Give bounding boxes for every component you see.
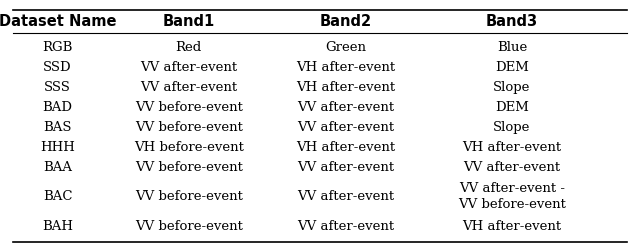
Text: VV before-event: VV before-event bbox=[135, 161, 243, 173]
Text: HHH: HHH bbox=[40, 141, 75, 154]
Text: VV before-event: VV before-event bbox=[135, 101, 243, 114]
Text: SSS: SSS bbox=[44, 81, 71, 94]
Text: Slope: Slope bbox=[493, 121, 531, 134]
Text: VV after-event -
VV before-event: VV after-event - VV before-event bbox=[458, 183, 566, 211]
Text: SSD: SSD bbox=[44, 61, 72, 74]
Text: VH after-event: VH after-event bbox=[463, 220, 561, 233]
Text: Red: Red bbox=[175, 41, 202, 54]
Text: VV before-event: VV before-event bbox=[135, 190, 243, 203]
Text: VV after-event: VV after-event bbox=[140, 81, 237, 94]
Text: BAH: BAH bbox=[42, 220, 73, 233]
Text: VH after-event: VH after-event bbox=[463, 141, 561, 154]
Text: VV after-event: VV after-event bbox=[297, 220, 394, 233]
Text: Green: Green bbox=[325, 41, 366, 54]
Text: BAS: BAS bbox=[44, 121, 72, 134]
Text: VV before-event: VV before-event bbox=[135, 220, 243, 233]
Text: VV after-event: VV after-event bbox=[463, 161, 561, 173]
Text: VV after-event: VV after-event bbox=[297, 121, 394, 134]
Text: DEM: DEM bbox=[495, 61, 529, 74]
Text: VH after-event: VH after-event bbox=[296, 61, 395, 74]
Text: VV before-event: VV before-event bbox=[135, 121, 243, 134]
Text: VV after-event: VV after-event bbox=[297, 190, 394, 203]
Text: DEM: DEM bbox=[495, 101, 529, 114]
Text: VV after-event: VV after-event bbox=[140, 61, 237, 74]
Text: Band1: Band1 bbox=[163, 14, 215, 30]
Text: Slope: Slope bbox=[493, 81, 531, 94]
Text: VH after-event: VH after-event bbox=[296, 81, 395, 94]
Text: BAA: BAA bbox=[43, 161, 72, 173]
Text: VV after-event: VV after-event bbox=[297, 101, 394, 114]
Text: Blue: Blue bbox=[497, 41, 527, 54]
Text: VV after-event: VV after-event bbox=[297, 161, 394, 173]
Text: RGB: RGB bbox=[42, 41, 73, 54]
Text: VH after-event: VH after-event bbox=[296, 141, 395, 154]
Text: Band3: Band3 bbox=[486, 14, 538, 30]
Text: Band2: Band2 bbox=[319, 14, 372, 30]
Text: BAC: BAC bbox=[43, 190, 72, 203]
Text: BAD: BAD bbox=[43, 101, 72, 114]
Text: Dataset Name: Dataset Name bbox=[0, 14, 116, 30]
Text: VH before-event: VH before-event bbox=[134, 141, 244, 154]
